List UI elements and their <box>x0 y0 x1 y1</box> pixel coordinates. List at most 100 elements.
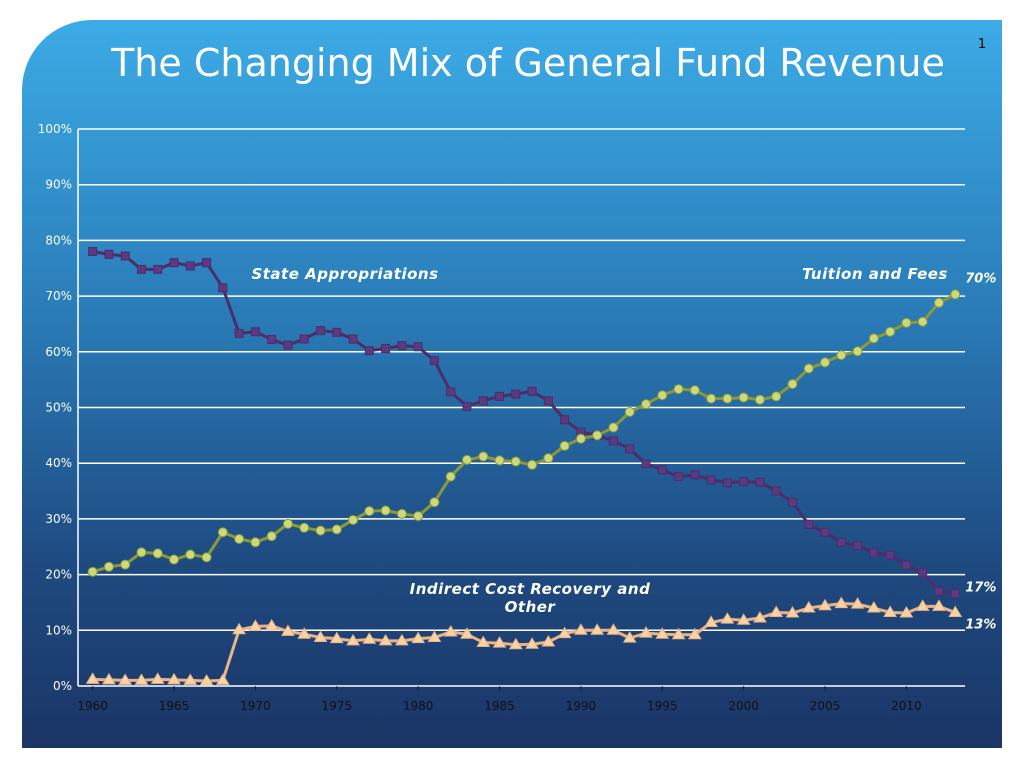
marker <box>852 346 863 357</box>
end-label: 70% <box>965 271 996 286</box>
marker <box>446 387 456 397</box>
marker <box>606 623 621 635</box>
marker <box>297 627 312 639</box>
marker <box>183 673 198 685</box>
marker <box>299 334 309 344</box>
marker <box>217 527 228 538</box>
marker <box>755 477 765 487</box>
marker <box>801 601 816 613</box>
marker <box>150 672 165 684</box>
marker <box>348 334 358 344</box>
marker <box>411 631 426 644</box>
marker <box>739 477 749 487</box>
marker <box>332 327 342 337</box>
y-tick-label: 80% <box>45 233 72 247</box>
y-tick-label: 20% <box>45 568 72 582</box>
marker <box>868 333 879 344</box>
marker <box>883 605 898 617</box>
marker <box>202 258 212 268</box>
marker <box>560 415 570 425</box>
marker <box>948 605 963 617</box>
marker <box>722 393 733 404</box>
marker <box>901 560 911 570</box>
marker <box>120 251 130 261</box>
marker <box>511 389 521 399</box>
marker <box>706 393 717 404</box>
marker <box>901 317 912 328</box>
marker <box>118 673 133 685</box>
marker <box>527 459 538 470</box>
marker <box>460 627 474 639</box>
marker <box>575 433 586 444</box>
marker <box>950 589 960 599</box>
marker <box>461 454 472 465</box>
marker <box>250 537 261 548</box>
marker <box>378 633 393 646</box>
series-label: Tuition and Fees <box>802 265 948 283</box>
marker <box>134 673 149 685</box>
page-number: 1 <box>978 37 986 52</box>
marker <box>933 297 944 308</box>
y-tick-label: 0% <box>53 679 72 693</box>
marker <box>136 547 147 558</box>
marker <box>836 350 847 361</box>
marker <box>543 453 554 464</box>
marker <box>834 596 849 609</box>
marker <box>525 637 539 649</box>
marker <box>169 554 180 565</box>
marker <box>527 386 537 396</box>
marker <box>136 264 146 274</box>
marker <box>429 497 440 508</box>
x-tick-label: 1985 <box>484 699 515 713</box>
x-tick-label: 1965 <box>159 699 190 713</box>
marker <box>476 635 491 648</box>
marker <box>250 327 260 337</box>
marker <box>329 631 344 644</box>
marker <box>266 531 277 542</box>
chart-title: The Changing Mix of General Fund Revenue <box>110 41 945 85</box>
marker <box>331 524 342 535</box>
marker <box>282 518 293 529</box>
marker <box>364 346 374 356</box>
marker <box>625 444 635 454</box>
marker <box>704 615 718 628</box>
marker <box>641 399 652 410</box>
marker <box>103 561 114 572</box>
marker <box>267 335 277 345</box>
marker <box>429 356 439 366</box>
marker <box>199 674 214 686</box>
marker <box>590 623 605 635</box>
marker <box>720 612 735 624</box>
marker <box>787 379 798 390</box>
marker <box>639 626 653 638</box>
marker <box>622 631 637 643</box>
marker <box>264 618 279 631</box>
marker <box>299 522 310 533</box>
marker <box>850 597 865 609</box>
marker <box>687 627 702 640</box>
marker <box>769 605 784 617</box>
marker <box>736 613 751 625</box>
x-tick-label: 1995 <box>647 699 678 713</box>
marker <box>771 391 782 402</box>
marker <box>169 258 179 268</box>
marker <box>753 611 767 623</box>
marker <box>820 527 830 537</box>
marker <box>574 623 588 635</box>
marker <box>283 340 293 350</box>
marker <box>869 548 879 558</box>
marker <box>541 635 556 647</box>
marker <box>88 247 98 257</box>
marker <box>674 472 684 482</box>
marker <box>917 316 928 327</box>
marker <box>248 619 263 631</box>
marker <box>853 541 863 551</box>
marker <box>445 471 456 482</box>
marker <box>657 390 668 401</box>
marker <box>218 283 228 293</box>
marker <box>234 328 244 338</box>
marker <box>885 326 896 337</box>
marker <box>394 633 409 646</box>
x-tick-label: 2010 <box>891 699 922 713</box>
